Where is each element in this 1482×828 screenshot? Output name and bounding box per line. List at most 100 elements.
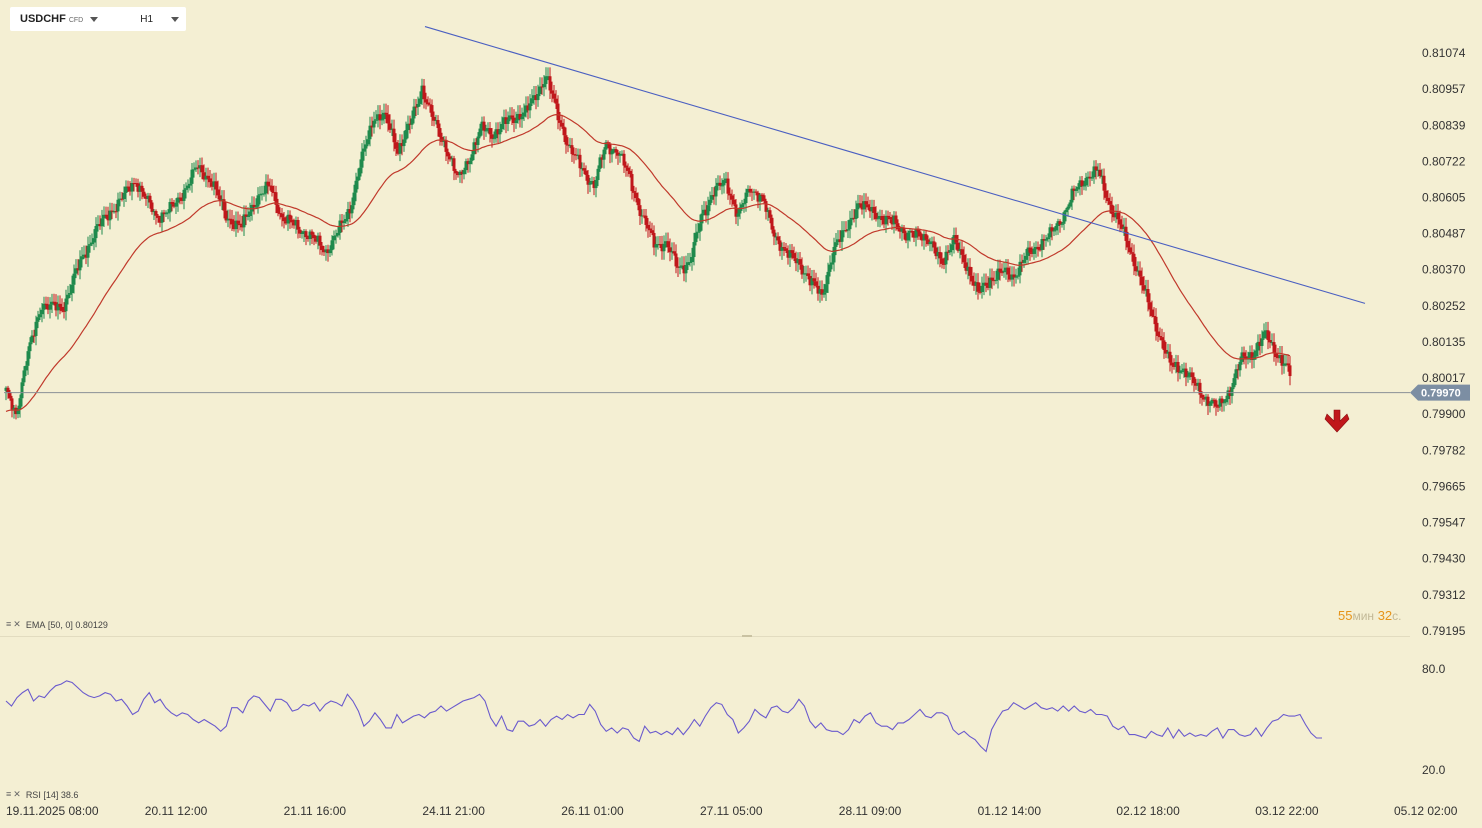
bullish-candle	[50, 293, 54, 313]
symbol-name[interactable]: USDCHF	[20, 13, 66, 25]
bullish-candle	[1178, 365, 1182, 380]
bullish-candle	[24, 361, 28, 377]
bullish-candle	[80, 247, 84, 268]
pane-resize-handle[interactable]	[742, 635, 752, 637]
bearish-candle	[554, 90, 558, 110]
bearish-candle	[1030, 246, 1034, 258]
bullish-candle	[1234, 364, 1238, 386]
bearish-candle	[562, 118, 566, 143]
bullish-candle	[226, 209, 230, 228]
bullish-candle	[398, 134, 402, 162]
bullish-candle	[346, 201, 350, 227]
bearish-candle	[326, 244, 330, 262]
bearish-candle	[180, 192, 184, 205]
bullish-candle	[702, 201, 706, 216]
bullish-candle	[1090, 171, 1094, 181]
bullish-candle	[1026, 240, 1030, 265]
bullish-candle	[766, 207, 770, 221]
bullish-candle	[740, 199, 744, 211]
bullish-candle	[188, 177, 192, 191]
bullish-candle	[94, 217, 98, 248]
bullish-candle	[66, 285, 70, 305]
bearish-candle	[1028, 241, 1032, 261]
bullish-candle	[802, 265, 806, 284]
bearish-candle	[992, 270, 996, 286]
bullish-candle	[832, 237, 836, 272]
indicator-close-icon[interactable]: ✕	[13, 789, 21, 799]
bullish-candle	[688, 252, 692, 267]
bullish-candle	[840, 221, 844, 252]
bearish-candle	[384, 103, 388, 124]
bearish-candle	[1192, 372, 1196, 392]
indicator-settings-icon[interactable]: ≡	[6, 619, 12, 629]
bullish-candle	[878, 209, 882, 228]
bearish-candle	[1088, 171, 1092, 187]
indicator-close-icon[interactable]: ✕	[13, 619, 21, 629]
bullish-candle	[192, 162, 196, 178]
bullish-candle	[944, 245, 948, 274]
bearish-candle	[782, 242, 786, 256]
bearish-candle	[704, 201, 708, 223]
rsi-tick-label: 80.0	[1422, 662, 1446, 676]
bearish-candle	[572, 147, 576, 164]
bullish-candle	[12, 404, 16, 419]
bearish-candle	[674, 244, 678, 274]
bearish-candle	[296, 216, 300, 239]
bearish-candle	[1202, 394, 1206, 402]
timeframe-selector[interactable]: H1	[140, 13, 154, 25]
bearish-candle	[592, 176, 596, 196]
bullish-candle	[48, 297, 52, 319]
bearish-candle	[820, 280, 824, 301]
bullish-candle	[1074, 185, 1078, 197]
bearish-candle	[762, 193, 766, 204]
bullish-candle	[854, 200, 858, 228]
bearish-candle	[396, 139, 400, 156]
bullish-candle	[694, 223, 698, 246]
bearish-candle	[860, 195, 864, 215]
bearish-candle	[206, 167, 210, 188]
bullish-candle	[580, 162, 584, 177]
bullish-candle	[1024, 248, 1028, 265]
bullish-candle	[524, 96, 528, 118]
bearish-candle	[868, 199, 872, 218]
indicator-settings-icon[interactable]: ≡	[6, 789, 12, 799]
bearish-candle	[288, 210, 292, 229]
bearish-candle	[730, 189, 734, 207]
bullish-candle	[788, 244, 792, 267]
bearish-candle	[726, 172, 730, 200]
bullish-candle	[1208, 401, 1212, 413]
bearish-candle	[320, 241, 324, 256]
bullish-candle	[1070, 185, 1074, 211]
bullish-candle	[146, 192, 150, 209]
bullish-candle	[248, 202, 252, 222]
bullish-candle	[1174, 354, 1178, 374]
bullish-candle	[714, 178, 718, 206]
bearish-candle	[310, 229, 314, 244]
timeframe-dropdown-chevron-icon[interactable]	[171, 16, 180, 22]
symbol-dropdown-chevron-icon[interactable]	[90, 16, 99, 22]
bearish-candle	[150, 200, 154, 215]
bullish-candle	[486, 122, 490, 134]
bearish-candle	[298, 226, 302, 239]
bullish-candle	[1144, 279, 1148, 297]
bullish-candle	[498, 121, 502, 143]
bullish-candle	[690, 247, 694, 271]
bullish-candle	[594, 176, 598, 198]
bullish-candle	[870, 199, 874, 221]
bullish-candle	[1060, 222, 1064, 228]
bullish-candle	[532, 85, 536, 105]
bullish-candle	[928, 237, 932, 252]
bullish-candle	[1018, 254, 1022, 284]
bearish-candle	[1160, 328, 1164, 349]
bearish-candle	[970, 267, 974, 286]
trendline[interactable]	[424, 26, 1366, 304]
bearish-candle	[432, 111, 436, 127]
bullish-candle	[70, 275, 74, 302]
bearish-candle	[1164, 341, 1168, 359]
bearish-candle	[446, 148, 450, 165]
time-tick-label: 05.12 02:00	[1394, 804, 1458, 818]
bullish-candle	[352, 184, 356, 210]
bullish-candle	[254, 198, 258, 209]
bullish-candle	[1210, 397, 1214, 406]
